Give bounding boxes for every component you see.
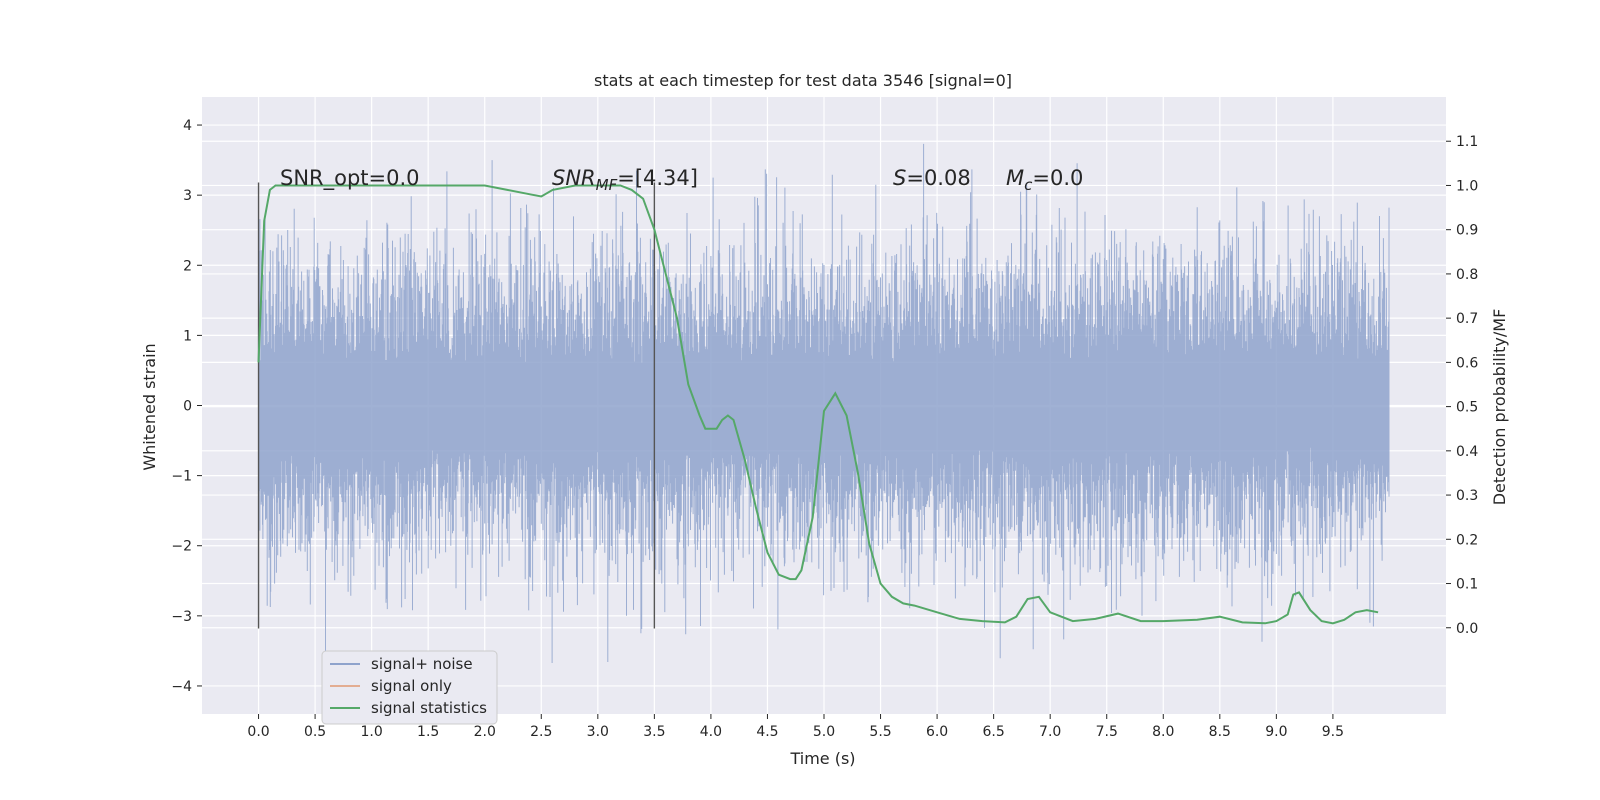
x-tick-label: 3.0 (587, 724, 609, 740)
x-tick-label: 0.0 (247, 724, 269, 740)
x-tick-label: 8.0 (1152, 724, 1174, 740)
y-tick-label: −4 (171, 679, 192, 695)
s-symbol: S (893, 166, 906, 190)
annotation-s: S=0.08 (893, 166, 971, 190)
y-axis-label: Whitened strain (140, 343, 159, 470)
x-tick-label: 2.0 (474, 724, 496, 740)
legend-entry-signal-only: signal only (371, 677, 452, 695)
x-tick-label: 4.0 (700, 724, 722, 740)
snr-mf-value: =[4.34] (617, 166, 698, 190)
x-tick-label: 6.0 (926, 724, 948, 740)
x-tick-label: 6.5 (983, 724, 1005, 740)
y2-tick-label: 0.8 (1456, 267, 1478, 283)
y-axis-ticks: 4 3 2 1 0 −1 −2 −3 −4 (171, 118, 202, 695)
x-axis-ticks: 0.0 0.5 1.0 1.5 2.0 2.5 3.0 3.5 4.0 4.5 5.0 5.5 6.0 6… (247, 714, 1344, 740)
y2-tick-label: 0.7 (1456, 311, 1478, 327)
x-tick-label: 1.0 (361, 724, 383, 740)
y2-tick-label: 0.9 (1456, 223, 1478, 239)
x-tick-label: 4.5 (756, 724, 778, 740)
legend-entry-signal-noise: signal+ noise (371, 655, 473, 673)
y2-tick-label: 0.6 (1456, 355, 1478, 371)
signal-statistics-series (257, 184, 1379, 625)
annotation-snr-opt: SNR_opt=0.0 (280, 166, 420, 191)
x-tick-label: 7.5 (1096, 724, 1118, 740)
y2-tick-label: 0.1 (1456, 577, 1478, 593)
legend-box (321, 650, 498, 725)
y-tick-label: 1 (183, 328, 192, 344)
annotation-mc: Mc=0.0 (1006, 166, 1083, 194)
mc-symbol: M (1006, 166, 1024, 190)
y-tick-label: −2 (171, 539, 192, 555)
chart-title: stats at each timestep for test data 354… (594, 71, 1012, 90)
x-tick-label: 0.5 (304, 724, 326, 740)
mc-value: =0.0 (1032, 166, 1083, 190)
y2-tick-label: 1.0 (1456, 178, 1478, 194)
y2-tick-label: 0.5 (1456, 400, 1478, 416)
y-tick-label: −1 (171, 469, 192, 485)
y2-axis-label: Detection probability/MF (1490, 309, 1509, 506)
x-tick-label: 9.0 (1265, 724, 1287, 740)
x-tick-label: 7.0 (1039, 724, 1061, 740)
x-axis-label: Time (s) (789, 749, 855, 768)
x-tick-label: 1.5 (417, 724, 439, 740)
snr-mf-subscript: MF (596, 176, 618, 194)
x-tick-label: 5.5 (869, 724, 891, 740)
y-tick-label: −3 (171, 609, 192, 625)
mc-subscript: c (1024, 176, 1033, 194)
y2-axis-ticks: 1.1 1.0 0.9 0.8 0.7 0.6 0.5 0.4 0.3 0.2 0.1 0.0 (1446, 134, 1478, 637)
y-tick-label: 0 (183, 399, 192, 415)
signal-markers (257, 182, 656, 629)
s-value: =0.08 (906, 166, 970, 190)
x-tick-label: 9.5 (1322, 724, 1344, 740)
y-tick-label: 3 (183, 188, 192, 204)
signal-statistics-line (257, 184, 1379, 625)
legend: signal+ noise signal only signal statist… (321, 650, 498, 725)
y-tick-label: 4 (183, 118, 192, 134)
snr-mf-symbol: SNR (552, 166, 596, 190)
x-tick-label: 2.5 (530, 724, 552, 740)
y2-tick-label: 0.4 (1456, 444, 1478, 460)
x-tick-label: 3.5 (643, 724, 665, 740)
y2-tick-label: 1.1 (1456, 134, 1478, 150)
x-tick-label: 5.0 (813, 724, 835, 740)
x-tick-label: 8.5 (1209, 724, 1231, 740)
y2-tick-label: 0.0 (1456, 621, 1478, 637)
y-tick-label: 2 (183, 258, 192, 274)
annotation-snr-mf: SNRMF=[4.34] (552, 166, 698, 194)
y2-tick-label: 0.2 (1456, 532, 1478, 548)
legend-entry-signal-statistics: signal statistics (371, 699, 487, 717)
y2-tick-label: 0.3 (1456, 488, 1478, 504)
